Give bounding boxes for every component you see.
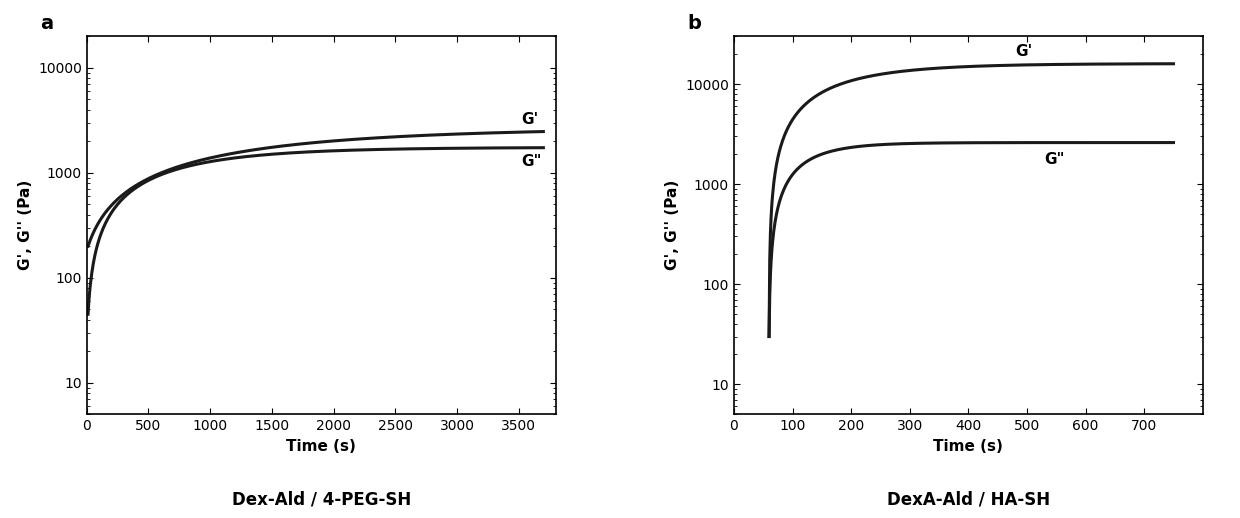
X-axis label: Time (s): Time (s) (934, 439, 1003, 454)
Text: G': G' (1016, 44, 1033, 59)
Text: G": G" (1044, 152, 1065, 167)
Y-axis label: G', G'' (Pa): G', G'' (Pa) (17, 180, 32, 270)
Y-axis label: G', G'' (Pa): G', G'' (Pa) (665, 180, 680, 270)
Text: G": G" (521, 153, 542, 168)
Text: a: a (40, 13, 53, 33)
Text: Dex-Ald / 4-PEG-SH: Dex-Ald / 4-PEG-SH (232, 490, 410, 508)
Text: b: b (687, 13, 701, 33)
X-axis label: Time (s): Time (s) (286, 439, 356, 454)
Text: G': G' (521, 112, 538, 127)
Text: DexA-Ald / HA-SH: DexA-Ald / HA-SH (887, 490, 1050, 508)
